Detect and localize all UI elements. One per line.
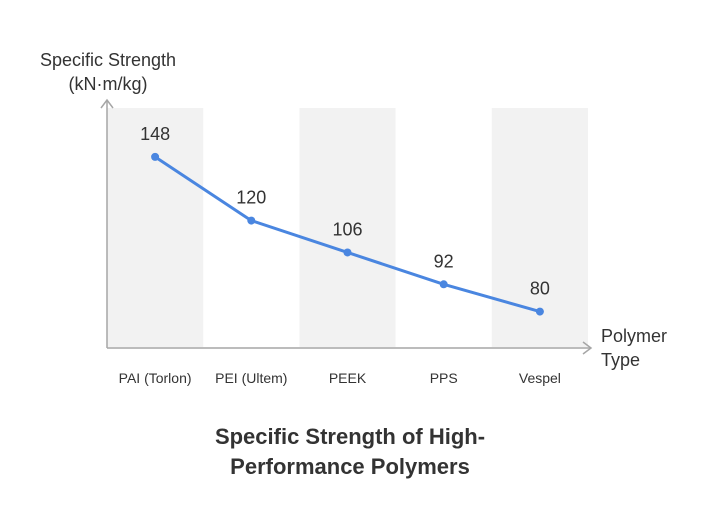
x-tick-label: PPS [430,370,458,386]
chart-title-line-1: Specific Strength of High- [214,424,486,449]
data-label: 80 [530,279,550,299]
data-labels: 148 120 106 92 80 [140,124,550,299]
x-tick-label: PAI (Torlon) [119,370,192,386]
data-label: 120 [236,188,266,208]
x-tick-labels: PAI (Torlon) PEI (Ultem) PEEK PPS Vespel [119,370,561,386]
x-tick-label: PEEK [329,370,367,386]
y-axis-label-line-1: Specific Strength [39,50,177,70]
y-axis-label: Specific Strength (kN·m/kg) [18,48,198,96]
x-axis-arrow [582,341,593,355]
data-points [151,152,544,316]
column-band [107,108,204,347]
column-band [299,108,396,347]
x-axis-label-line-2: Type [601,350,641,370]
data-point [343,248,352,257]
x-tick-label: Vespel [519,370,561,386]
data-label: 92 [434,251,454,271]
chart-title-line-2: Performance Polymers [230,454,470,479]
chart-title: Specific Strength of High- Performance P… [150,422,550,482]
chart-axes [100,98,593,355]
x-tick-label: PEI (Ultem) [215,370,287,386]
data-point [535,307,544,316]
data-label: 148 [140,124,170,144]
data-label: 106 [332,219,362,239]
data-point [151,152,160,161]
data-point [247,216,256,225]
data-point [439,280,448,289]
y-axis-arrow [100,98,114,109]
y-axis-label-line-2: (kN·m/kg) [68,74,148,94]
x-axis-label-line-1: Polymer [601,326,668,346]
column-bands [107,108,588,347]
column-band [491,108,588,347]
x-axis-label: Polymer Type [601,324,701,372]
